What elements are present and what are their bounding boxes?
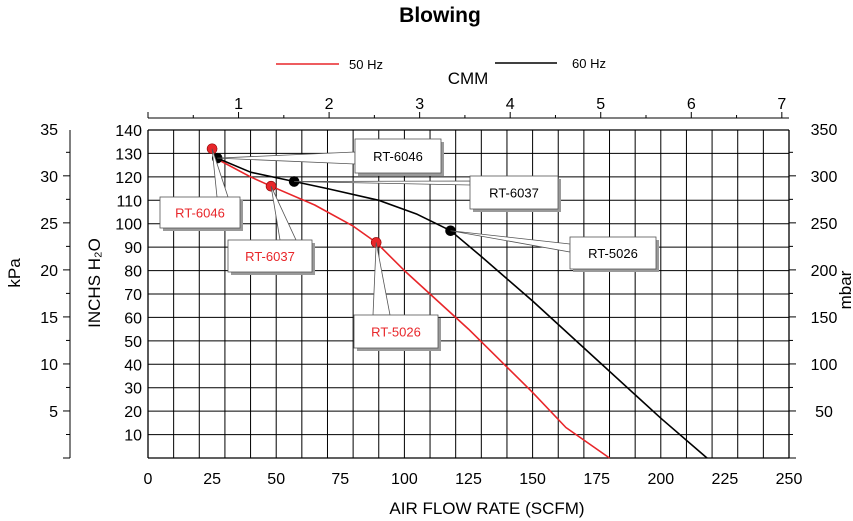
kpa-tick-label: 15	[40, 310, 58, 327]
callout-box	[469, 175, 559, 210]
callout-box	[354, 138, 442, 174]
mbar-tick-label: 350	[811, 122, 838, 139]
mbar-tick-label: 300	[811, 169, 838, 186]
kpa-tick-label: 5	[49, 404, 58, 421]
top-tick-label: 7	[777, 96, 786, 113]
x-tick-label: 25	[203, 471, 221, 488]
callout-label: RT-5026	[371, 325, 421, 340]
top-tick-label: 2	[325, 96, 334, 113]
top-tick-label: 5	[596, 96, 605, 113]
top-tick-label: 4	[506, 96, 515, 113]
kpa-tick-label: 25	[40, 216, 58, 233]
kpa-tick-label: 30	[40, 169, 58, 186]
grid	[147, 129, 790, 459]
x-tick-label: 75	[331, 471, 349, 488]
kpa-tick-label: 10	[40, 357, 58, 374]
series-line-50hz	[211, 148, 610, 459]
mbar-tick-label: 250	[811, 216, 838, 233]
y-tick-label: 130	[115, 146, 142, 163]
kpa-tick-label: 35	[40, 122, 58, 139]
top-tick-label: 6	[687, 96, 696, 113]
mbar-tick-label: 150	[811, 310, 838, 327]
top-axis-label: CMM	[448, 69, 489, 88]
callout-box	[159, 196, 241, 229]
y-tick-label: 50	[124, 334, 142, 351]
callout-label: RT-6046	[373, 149, 423, 164]
y-tick-label: 90	[124, 240, 142, 257]
legend-label-50hz: 50 Hz	[349, 57, 383, 72]
y-tick-label: 30	[124, 381, 142, 398]
callout-box	[353, 314, 439, 349]
legend: 50 Hz 60 Hz	[276, 56, 606, 72]
x-tick-label: 200	[647, 471, 674, 488]
callout-pointer	[294, 180, 471, 186]
y-tick-label: 140	[115, 123, 142, 140]
kpa-tick-label: 20	[40, 263, 58, 280]
y-tick-label: 120	[115, 170, 142, 187]
x-tick-label: 150	[519, 471, 546, 488]
callout-label: RT-6037	[245, 249, 295, 264]
callout-pointer	[270, 186, 297, 241]
chart-title: Blowing	[399, 4, 481, 27]
x-tick-label: 100	[391, 471, 418, 488]
y-tick-label: 70	[124, 287, 142, 304]
y-tick-label: 40	[124, 357, 142, 374]
x-axis-label: AIR FLOW RATE (SCFM)	[389, 499, 584, 518]
series-line-60hz	[216, 157, 708, 459]
x-tick-label: 175	[583, 471, 610, 488]
callout-box	[227, 239, 313, 273]
callout-pointer	[450, 230, 571, 253]
y-axis-label: INCHS H₂O	[85, 238, 104, 328]
y-tick-label: 110	[116, 193, 142, 210]
ticks: 0 25 50 75 100 125 150 175 200 225 250102030405060…	[40, 96, 837, 488]
top-tick-label: 1	[234, 96, 243, 113]
y-tick-label: 60	[124, 310, 142, 327]
mbar-tick-label: 200	[811, 263, 838, 280]
callout-label: RT-6037	[489, 186, 539, 201]
x-tick-label: 0	[144, 471, 153, 488]
y-tick-label: 100	[115, 217, 142, 234]
callout-label: RT-6046	[175, 206, 225, 221]
mbar-axis-label: mbar	[836, 270, 853, 309]
callouts: RT-6046 RT-6037 RT-5026 RT-6046 RT-6037 RT-50…	[159, 138, 659, 351]
x-tick-label: 50	[267, 471, 285, 488]
x-tick-label: 225	[712, 471, 739, 488]
mbar-tick-label: 50	[815, 404, 833, 421]
y-tick-label: 10	[124, 428, 142, 445]
kpa-axis-label: kPa	[5, 258, 24, 288]
y-tick-label: 20	[124, 404, 142, 421]
x-tick-label: 125	[455, 471, 482, 488]
callout-box	[569, 236, 657, 270]
top-tick-label: 3	[415, 96, 424, 113]
series-layer	[206, 143, 708, 459]
callout-label: RT-5026	[588, 246, 638, 261]
mbar-tick-label: 100	[811, 357, 838, 374]
legend-label-60hz: 60 Hz	[572, 56, 606, 71]
x-tick-label: 250	[776, 471, 803, 488]
y-tick-label: 80	[124, 264, 142, 281]
